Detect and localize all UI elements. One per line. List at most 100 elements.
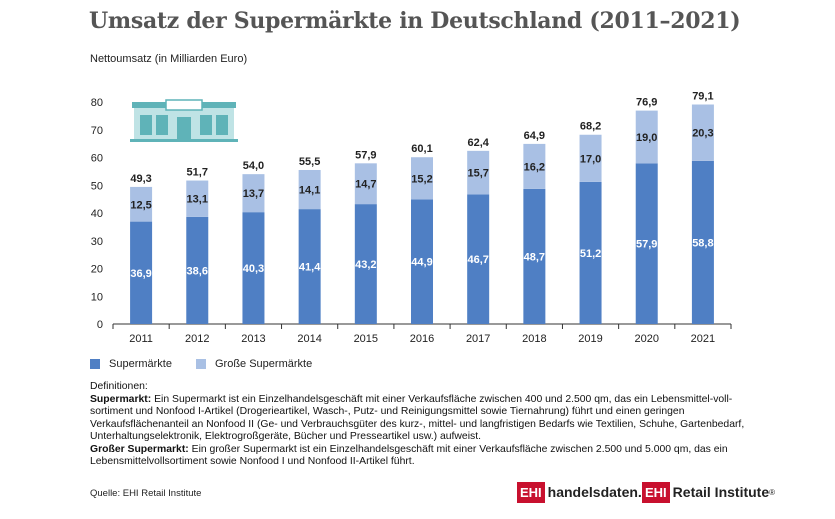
x-tick-label: 2013 [241, 333, 265, 345]
bar-supermaerkte [467, 194, 490, 324]
data-label-grosse-supermaerkte: 20,3 [692, 128, 713, 140]
y-tick-label: 70 [91, 125, 103, 137]
data-label-grosse-supermaerkte: 19,0 [636, 132, 657, 144]
bar-supermaerkte [130, 221, 153, 324]
data-label-supermaerkte: 38,6 [187, 265, 208, 277]
legend-label-supermaerkte: Supermärkte [109, 358, 172, 370]
data-label-grosse-supermaerkte: 13,7 [243, 188, 264, 200]
data-label-grosse-supermaerkte: 13,1 [187, 194, 208, 206]
x-tick-label: 2015 [354, 333, 378, 345]
handelsdaten-logo-text: handelsdaten.de [547, 484, 659, 500]
data-label-total: 60,1 [411, 143, 432, 155]
data-label-supermaerkte: 44,9 [411, 257, 432, 269]
bar-supermaerkte [354, 204, 377, 324]
bar-grosse-supermaerkte [242, 174, 265, 213]
data-label-supermaerkte: 43,2 [355, 259, 376, 271]
bar-grosse-supermaerkte [130, 186, 153, 222]
data-label-supermaerkte: 48,7 [524, 251, 545, 263]
stacked-bar-chart: 0 10 20 30 40 50 60 70 80 2011 36,9 12,5 49,3 2012 38… [91, 90, 732, 345]
y-axis-label: Nettoumsatz (in Milliarden Euro) [90, 53, 248, 65]
x-tick-label: 2019 [578, 333, 602, 345]
bar-supermaerkte [242, 212, 265, 324]
data-label-total: 79,1 [692, 90, 713, 102]
data-label-supermaerkte: 57,9 [636, 239, 657, 251]
data-label-supermaerkte: 46,7 [467, 254, 488, 266]
ehi-logo-box: EHI [517, 481, 545, 503]
definitions-heading: Definitionen: [90, 381, 148, 392]
data-label-grosse-supermaerkte: 14,7 [355, 179, 376, 191]
ehi-logo-text: Retail Institute [672, 484, 770, 500]
y-tick-label: 0 [97, 319, 103, 331]
x-tick-label: 2018 [522, 333, 546, 345]
data-label-grosse-supermaerkte: 14,1 [299, 185, 320, 197]
bar-grosse-supermaerkte [467, 150, 490, 195]
ehi-retail-institute-logo: EHI Retail Institute ® [642, 481, 775, 503]
legend: Supermärkte Große Supermärkte [90, 358, 312, 370]
bar-supermaerkte [635, 163, 658, 324]
x-tick-label: 2014 [297, 333, 321, 345]
bar-supermaerkte [523, 188, 546, 324]
registered-mark: ® [769, 487, 776, 497]
data-label-supermaerkte: 58,8 [692, 237, 713, 249]
definition-supermarkt: Supermarkt: Ein Supermarkt ist ein Einze… [90, 394, 750, 444]
bar-grosse-supermaerkte [635, 110, 658, 164]
bar-grosse-supermaerkte [186, 180, 209, 217]
y-tick-label: 80 [91, 97, 103, 109]
data-label-grosse-supermaerkte: 15,7 [467, 168, 488, 180]
y-tick-label: 60 [91, 153, 103, 165]
data-label-total: 51,7 [187, 167, 208, 179]
data-label-grosse-supermaerkte: 15,2 [411, 173, 432, 185]
bar-grosse-supermaerkte [354, 163, 377, 205]
definition-grosser-supermarkt-label: Großer Supermarkt: [90, 443, 189, 455]
data-label-total: 49,3 [130, 173, 151, 185]
bar-supermaerkte [691, 160, 714, 324]
bar-grosse-supermaerkte [523, 143, 546, 189]
definition-supermarkt-text: Ein Supermarkt ist ein Einzelhandelsgesc… [90, 393, 745, 443]
data-label-total: 68,2 [580, 121, 601, 133]
legend-item-grosse-supermaerkte: Große Supermärkte [195, 358, 312, 370]
data-label-total: 76,9 [636, 97, 657, 109]
bar-grosse-supermaerkte [579, 134, 602, 182]
bar-supermaerkte [298, 209, 321, 324]
data-label-total: 55,5 [299, 156, 320, 168]
bar-grosse-supermaerkte [298, 169, 321, 210]
legend-swatch-supermaerkte [90, 359, 100, 369]
x-tick-label: 2021 [691, 333, 715, 345]
x-tick-label: 2011 [129, 333, 153, 345]
y-tick-label: 10 [91, 291, 103, 303]
x-tick-label: 2012 [185, 333, 209, 345]
data-label-total: 57,9 [355, 149, 376, 161]
legend-swatch-grosse-supermaerkte [195, 359, 206, 369]
source-note: Quelle: EHI Retail Institute [90, 488, 202, 499]
y-tick-label: 20 [91, 264, 103, 276]
bar-supermaerkte [411, 199, 433, 324]
bar-supermaerkte [186, 216, 209, 324]
definitions: Definitionen: Supermarkt: Ein Supermarkt… [90, 381, 750, 469]
chart-title: Umsatz der Supermärkte in Deutschland (2… [89, 8, 741, 34]
data-label-supermaerkte: 51,2 [580, 248, 601, 260]
bar-grosse-supermaerkte [411, 157, 433, 200]
definition-grosser-supermarkt: Großer Supermarkt: Ein großer Supermarkt… [90, 444, 750, 469]
x-tick-label: 2016 [410, 333, 434, 345]
x-tick-label: 2020 [634, 333, 658, 345]
data-label-supermaerkte: 40,3 [243, 263, 264, 275]
y-tick-label: 40 [91, 208, 103, 220]
definition-supermarkt-label: Supermarkt: [90, 393, 152, 405]
data-label-grosse-supermaerkte: 16,2 [524, 161, 545, 173]
supermarket-building-icon [130, 99, 238, 142]
data-label-supermaerkte: 36,9 [130, 268, 151, 280]
ehi-logo-box: EHI [642, 481, 670, 503]
x-tick-label: 2017 [466, 333, 490, 345]
data-label-grosse-supermaerkte: 17,0 [580, 153, 601, 165]
legend-item-supermaerkte: Supermärkte [90, 358, 172, 370]
data-label-grosse-supermaerkte: 12,5 [130, 199, 151, 211]
handelsdaten-logo: EHI handelsdaten.de [517, 481, 658, 503]
data-label-supermaerkte: 41,4 [299, 262, 321, 274]
data-label-total: 64,9 [524, 130, 545, 142]
bar-grosse-supermaerkte [691, 104, 714, 161]
definition-grosser-supermarkt-text: Ein großer Supermarkt ist ein Einzelhand… [90, 443, 728, 468]
bar-supermaerkte [579, 181, 602, 324]
data-label-total: 54,0 [243, 160, 264, 172]
data-label-total: 62,4 [467, 137, 489, 149]
y-tick-label: 50 [91, 180, 103, 192]
